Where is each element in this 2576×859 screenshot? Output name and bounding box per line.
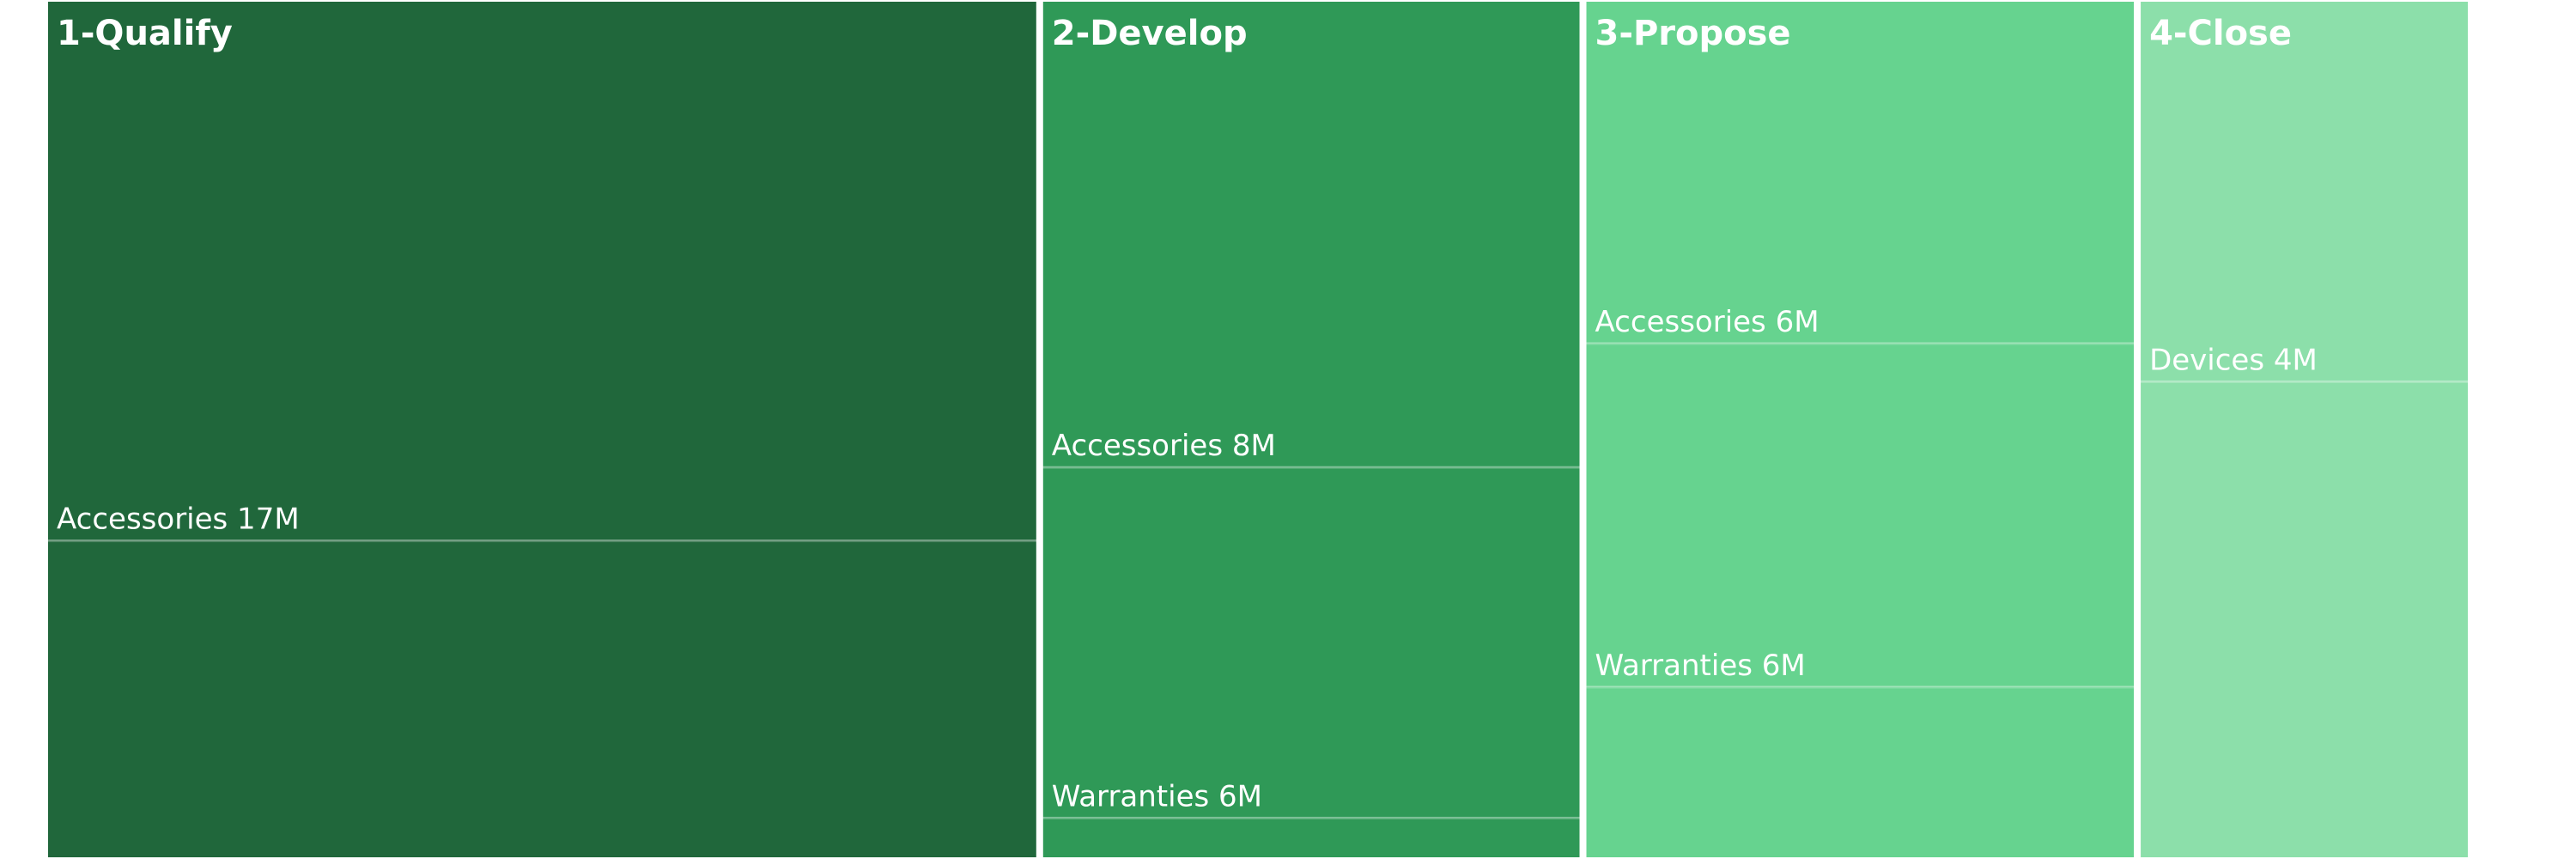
- treemap-cell[interactable]: [1583, 342, 2137, 689]
- treemap-group-3: Devices 4M 4-Close: [2137, 0, 2472, 859]
- treemap-group-title: 2-Develop: [1052, 14, 1248, 53]
- treemap-group-border: [45, 0, 1040, 859]
- treemap-group-border: [2137, 0, 2472, 859]
- treemap-cell-label: Accessories 8M: [1052, 429, 1276, 463]
- treemap-group-0: Accessories 17M 1-Qualify: [45, 0, 1040, 859]
- treemap-cell[interactable]: [1040, 0, 1583, 469]
- treemap-cell-label: Devices 4M: [2149, 343, 2318, 377]
- treemap-group-title: 4-Close: [2149, 14, 2292, 53]
- treemap-cell[interactable]: [1040, 816, 1583, 859]
- treemap-group-border: [1583, 0, 2138, 859]
- treemap-cell[interactable]: [45, 539, 1040, 859]
- treemap-cell[interactable]: [2137, 0, 2471, 383]
- treemap-groups: Accessories 17M 1-Qualify Accessories 8M Wa…: [45, 0, 2472, 859]
- treemap-group-2: Accessories 6M Warranties 6M 3-Propose: [1583, 0, 2138, 859]
- treemap-cell-label: Warranties 6M: [1052, 779, 1262, 813]
- treemap-cell-label: Accessories 6M: [1595, 305, 1820, 339]
- treemap-cell[interactable]: [2137, 380, 2471, 859]
- treemap-cell[interactable]: [45, 0, 1040, 543]
- treemap-cell[interactable]: [1583, 685, 2137, 859]
- treemap-group-title: 1-Qualify: [57, 14, 233, 53]
- treemap-cell[interactable]: [1040, 466, 1583, 819]
- treemap-group-title: 3-Propose: [1595, 14, 1791, 53]
- treemap-group-1: Accessories 8M Warranties 6M 2-Develop: [1039, 0, 1583, 859]
- treemap-cell-label: Accessories 17M: [57, 503, 300, 537]
- treemap-cell-label: Warranties 6M: [1595, 649, 1806, 683]
- treemap-group-border: [1039, 0, 1583, 859]
